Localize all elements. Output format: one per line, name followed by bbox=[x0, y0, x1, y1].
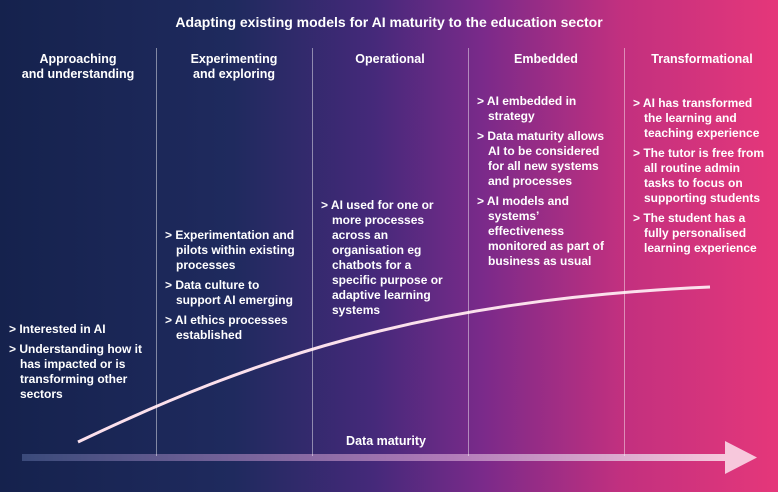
item-list: > Interested in AI > Understanding how it… bbox=[9, 322, 145, 407]
item-list: > AI used for one or more processes acro… bbox=[321, 198, 457, 323]
column-heading: Embedded bbox=[468, 52, 624, 67]
item: > AI embedded in strategy bbox=[477, 94, 577, 123]
heading-line: Experimenting bbox=[190, 52, 278, 66]
heading-line: and exploring bbox=[193, 67, 275, 81]
column-heading: Operational bbox=[312, 52, 468, 67]
heading-line: Approaching bbox=[39, 52, 117, 66]
column-heading: Experimenting and exploring bbox=[156, 52, 312, 82]
heading-line: Transformational bbox=[651, 52, 753, 66]
item: > AI used for one or more processes acro… bbox=[321, 198, 443, 317]
item: > AI models and systems’ effectiveness m… bbox=[477, 194, 605, 268]
item-list: > Experimentation and pilots within exis… bbox=[165, 228, 301, 348]
item: > Data maturity allows AI to be consider… bbox=[477, 129, 605, 188]
column-heading: Transformational bbox=[624, 52, 778, 67]
axis-label: Data maturity bbox=[346, 434, 426, 448]
item: > Data culture to support AI emerging bbox=[165, 278, 293, 307]
separator bbox=[624, 48, 625, 456]
item: > Understanding how it has impacted or i… bbox=[9, 342, 143, 401]
column-heading: Approaching and understanding bbox=[0, 52, 156, 82]
title: Adapting existing models for AI maturity… bbox=[175, 14, 603, 30]
maturity-curve bbox=[77, 285, 711, 444]
item: > Experimentation and pilots within exis… bbox=[165, 228, 295, 272]
item-list: > AI embedded in strategy > Data maturity… bbox=[477, 94, 613, 274]
arrow-shaft bbox=[22, 454, 727, 461]
heading-line: Embedded bbox=[514, 52, 578, 66]
arrow-head bbox=[725, 441, 757, 474]
heading-line: Operational bbox=[355, 52, 425, 66]
item: > Interested in AI bbox=[9, 322, 106, 336]
item: > AI has transformed the learning and te… bbox=[633, 96, 760, 140]
item-list: > AI has transformed the learning and te… bbox=[633, 96, 769, 261]
separator bbox=[468, 48, 469, 456]
item: > The student has a fully personalised l… bbox=[633, 211, 757, 255]
item: > The tutor is free from all routine adm… bbox=[633, 146, 765, 205]
heading-line: and understanding bbox=[21, 67, 135, 81]
item: > AI ethics processes established bbox=[165, 313, 288, 342]
separator bbox=[312, 48, 313, 456]
separator bbox=[156, 48, 157, 456]
